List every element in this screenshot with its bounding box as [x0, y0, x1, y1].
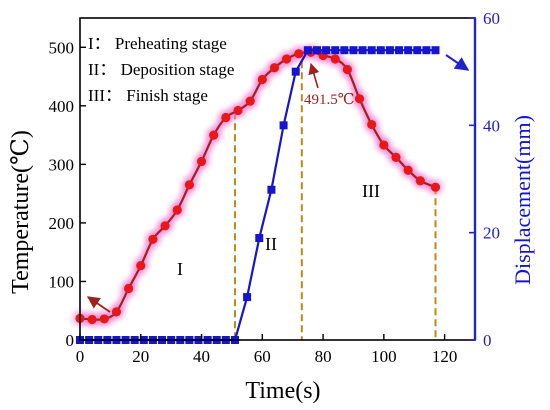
temperature-point — [391, 152, 401, 162]
x-axis-ticks: 0 20 40 60 80 100 120 — [76, 334, 458, 366]
displacement-point — [322, 46, 331, 55]
temperature-point — [403, 165, 413, 175]
temperature-point — [184, 180, 194, 190]
left-axis-label: Temperature(℃) — [8, 130, 34, 294]
right-axis-ticks: 0 20 40 60 — [469, 9, 500, 350]
legend-line-1: I： Preheating stage — [88, 34, 227, 53]
displacement-point — [404, 46, 413, 55]
left-tick-label: 400 — [49, 97, 75, 116]
displacement-point — [313, 46, 321, 55]
displacement-point — [349, 46, 358, 55]
displacement-point — [291, 67, 300, 76]
temperature-point — [148, 234, 158, 244]
stage-label-3: III — [362, 181, 380, 201]
x-axis-label: Time(s) — [245, 378, 320, 404]
temperature-point — [221, 112, 231, 123]
left-axis-ticks: 0 100 200 300 400 500 — [49, 38, 86, 350]
temperature-point — [379, 140, 389, 150]
stage-label-1: I — [177, 259, 183, 279]
left-tick-label: 200 — [49, 214, 75, 233]
temperature-point — [282, 54, 292, 64]
temperature-point — [245, 96, 255, 106]
temperature-point — [196, 156, 207, 167]
temperature-point — [330, 54, 340, 64]
legend-line-2: II： Deposition stage — [88, 60, 234, 79]
temperature-axis-arrow — [86, 296, 111, 313]
right-tick-label: 60 — [483, 9, 500, 28]
x-tick-label: 120 — [432, 347, 458, 366]
temperature-point — [111, 307, 122, 317]
displacement-point — [431, 46, 440, 55]
displacement-point — [255, 234, 264, 243]
displacement-point — [395, 46, 404, 55]
left-tick-label: 100 — [49, 272, 75, 291]
temperature-point — [430, 182, 441, 192]
temperature-point — [172, 205, 182, 215]
temperature-point — [354, 94, 365, 104]
displacement-point — [303, 46, 312, 55]
displacement-point — [422, 46, 431, 55]
temperature-point — [415, 176, 425, 186]
displacement-point — [358, 46, 367, 55]
displacement-point — [243, 293, 252, 302]
x-tick-label: 20 — [132, 347, 149, 366]
x-tick-label: 0 — [76, 347, 85, 366]
temperature-point — [342, 64, 352, 75]
peak-temperature-label: 491.5℃ — [304, 92, 355, 108]
temperature-point — [124, 283, 134, 294]
temperature-point — [257, 74, 267, 85]
right-axis-label: Displacement(mm) — [510, 115, 535, 285]
stage-label-2: II — [265, 234, 277, 254]
temperature-point — [367, 119, 377, 130]
displacement-axis-arrow — [445, 54, 470, 71]
temperature-point — [160, 221, 170, 231]
displacement-point — [385, 46, 394, 55]
displacement-point — [279, 121, 288, 130]
displacement-point — [331, 46, 340, 55]
x-tick-label: 60 — [254, 347, 271, 366]
right-tick-label: 20 — [483, 224, 500, 243]
stage-boundaries — [233, 50, 437, 340]
temperature-point — [87, 314, 97, 325]
displacement-point — [376, 46, 385, 55]
x-tick-label: 40 — [193, 347, 210, 366]
x-tick-label: 80 — [315, 347, 332, 366]
temperature-series — [75, 47, 441, 325]
displacement-point — [367, 46, 376, 55]
displacement-point — [340, 46, 349, 55]
right-tick-label: 40 — [483, 116, 500, 135]
displacement-point — [267, 185, 276, 194]
temperature-point — [269, 63, 280, 73]
peak-arrow — [308, 62, 320, 89]
temperature-point — [294, 49, 304, 59]
temperature-point — [209, 130, 219, 140]
left-tick-label: 0 — [66, 331, 75, 350]
stage-legend: I： Preheating stage II： Deposition stage… — [88, 34, 234, 105]
displacement-point — [413, 46, 422, 55]
left-tick-label: 500 — [49, 38, 75, 57]
temperature-point — [99, 314, 109, 324]
left-tick-label: 300 — [49, 155, 75, 174]
legend-line-3: III： Finish stage — [88, 86, 208, 105]
x-tick-label: 100 — [371, 347, 397, 366]
temperature-point — [136, 261, 146, 271]
temperature-point — [233, 105, 243, 116]
right-tick-label: 0 — [483, 331, 492, 350]
